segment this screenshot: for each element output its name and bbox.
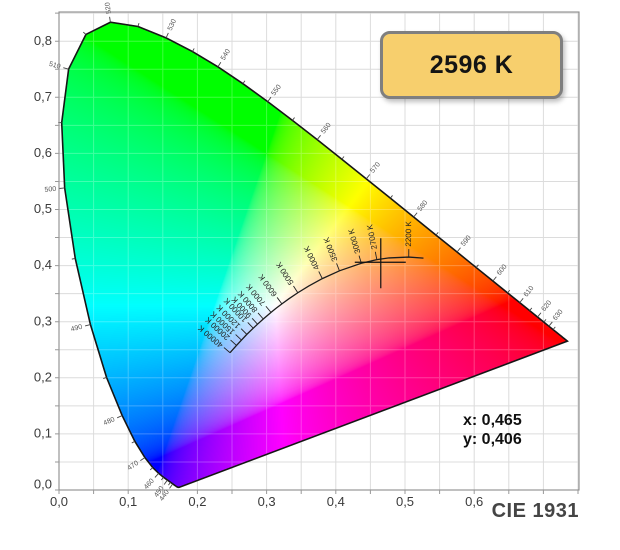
readout-y-value: y: 0,406 (463, 431, 522, 448)
cct-badge: 2596 K (380, 31, 563, 99)
readout-x-value: x: 0,465 (463, 412, 522, 429)
diagram-standard-label: CIE 1931 (491, 500, 579, 522)
xy-readout: x: 0,465 y: 0,406 (463, 411, 522, 449)
cct-badge-label: 2596 K (429, 50, 514, 79)
